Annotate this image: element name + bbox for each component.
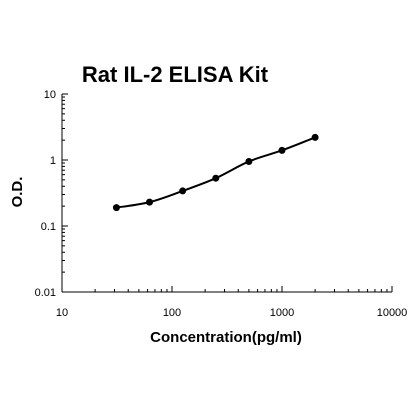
data-points-layer: [112, 133, 319, 212]
x-tick-label: 100: [163, 307, 181, 319]
y-axis-label: O.D.: [9, 177, 26, 208]
data-point: [146, 198, 154, 206]
fit-curve-layer: [116, 136, 316, 209]
data-point: [212, 174, 220, 182]
x-tick-label: 10000: [377, 307, 408, 319]
data-point: [278, 146, 286, 154]
axes: [61, 94, 392, 293]
data-point: [245, 157, 253, 165]
ticks: 0.01 0.1 1 10 10 100 1000 10000: [35, 89, 408, 319]
fit-curve-line: [116, 136, 316, 209]
x-tick-label: 10: [56, 307, 68, 319]
data-point: [179, 187, 187, 195]
y-tick-label: 1: [50, 155, 56, 167]
x-axis-label: Concentration(pg/ml): [150, 329, 302, 346]
x-tick-label: 1000: [270, 307, 294, 319]
y-tick-label: 10: [44, 89, 56, 101]
y-tick-label: 0.01: [35, 287, 56, 299]
chart-title: Rat IL-2 ELISA Kit: [82, 62, 269, 87]
data-point: [112, 204, 120, 212]
y-tick-label: 0.1: [41, 221, 56, 233]
data-point: [311, 133, 319, 141]
